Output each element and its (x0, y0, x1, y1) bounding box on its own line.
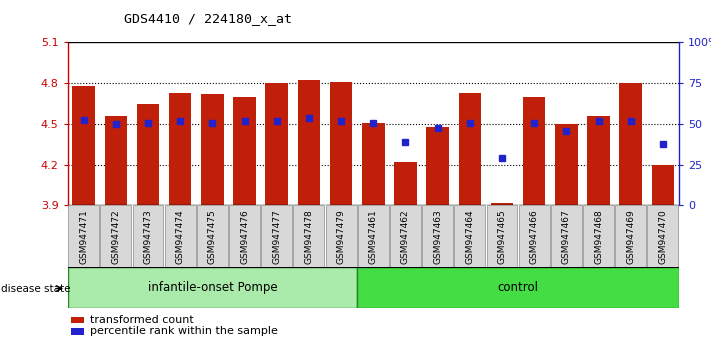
Text: GSM947469: GSM947469 (626, 209, 635, 264)
Bar (459, 93, 481, 205)
Text: GSM947466: GSM947466 (530, 209, 539, 264)
Bar (394, 162, 417, 205)
Bar (165, 205, 196, 267)
Text: control: control (498, 281, 539, 294)
Bar (555, 124, 577, 205)
Text: GSM947464: GSM947464 (465, 209, 474, 264)
Bar (523, 97, 545, 205)
Text: GDS4410 / 224180_x_at: GDS4410 / 224180_x_at (124, 12, 292, 25)
Bar (100, 205, 132, 267)
Bar (265, 83, 288, 205)
Bar (261, 205, 292, 267)
Bar (294, 205, 324, 267)
Bar (105, 116, 127, 205)
Bar (652, 165, 674, 205)
Bar (491, 202, 513, 205)
Bar (454, 205, 486, 267)
Text: GSM947470: GSM947470 (658, 209, 668, 264)
Bar (551, 205, 582, 267)
Text: GSM947461: GSM947461 (369, 209, 378, 264)
Bar (357, 267, 679, 308)
Bar (330, 82, 353, 205)
Bar (648, 205, 678, 267)
Bar (583, 205, 614, 267)
Bar (486, 205, 518, 267)
Text: GSM947463: GSM947463 (433, 209, 442, 264)
Text: transformed count: transformed count (90, 315, 193, 325)
Bar (132, 205, 164, 267)
Text: GSM947462: GSM947462 (401, 209, 410, 264)
Bar (390, 205, 421, 267)
Text: GSM947465: GSM947465 (498, 209, 506, 264)
Bar (169, 93, 191, 205)
Bar (201, 94, 224, 205)
Text: infantile-onset Pompe: infantile-onset Pompe (148, 281, 277, 294)
Bar (68, 267, 357, 308)
Text: GSM947471: GSM947471 (79, 209, 88, 264)
Bar (233, 97, 256, 205)
Bar (229, 205, 260, 267)
Bar (362, 122, 385, 205)
Text: GSM947475: GSM947475 (208, 209, 217, 264)
Bar (298, 80, 320, 205)
Text: disease state: disease state (1, 284, 71, 293)
Text: GSM947478: GSM947478 (304, 209, 314, 264)
Bar (197, 205, 228, 267)
Text: GSM947477: GSM947477 (272, 209, 282, 264)
Text: GSM947479: GSM947479 (336, 209, 346, 264)
Bar (587, 116, 610, 205)
Bar (73, 86, 95, 205)
Bar (137, 103, 159, 205)
Bar (615, 205, 646, 267)
Text: GSM947473: GSM947473 (144, 209, 152, 264)
Bar (422, 205, 453, 267)
Text: percentile rank within the sample: percentile rank within the sample (90, 326, 277, 337)
Text: GSM947467: GSM947467 (562, 209, 571, 264)
Bar (427, 127, 449, 205)
Bar (519, 205, 550, 267)
Bar (358, 205, 389, 267)
Bar (326, 205, 356, 267)
Text: GSM947472: GSM947472 (112, 209, 120, 264)
Text: GSM947468: GSM947468 (594, 209, 603, 264)
Text: GSM947474: GSM947474 (176, 209, 185, 264)
Bar (619, 83, 642, 205)
Text: GSM947476: GSM947476 (240, 209, 249, 264)
Bar (68, 205, 99, 267)
